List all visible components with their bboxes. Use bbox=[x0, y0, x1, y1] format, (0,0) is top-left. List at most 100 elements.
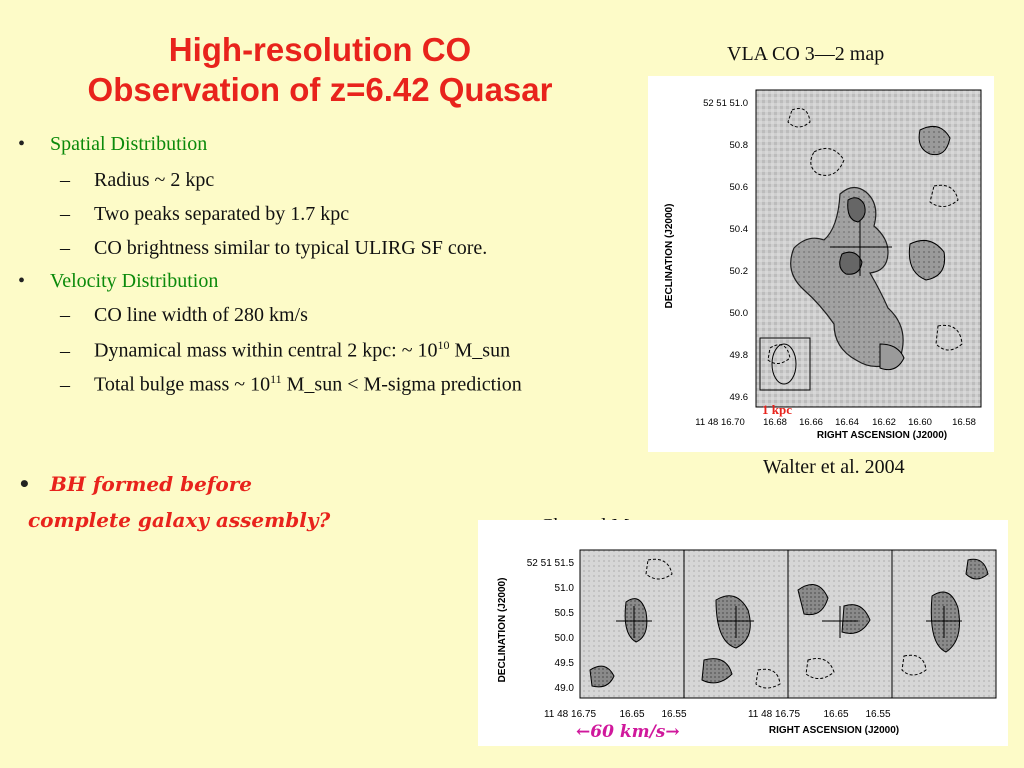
vla-co-map-figure: 52 51 51.0 50.8 50.6 50.4 50.2 50.0 49.8… bbox=[648, 76, 994, 452]
emission-contour bbox=[879, 343, 905, 371]
dash-symbol: – bbox=[60, 339, 70, 362]
x-tick: 16.65 bbox=[619, 709, 644, 720]
sub-bullet-dynamical-mass: – Dynamical mass within central 2 kpc: ~ … bbox=[60, 338, 510, 363]
y-tick: 50.5 bbox=[555, 608, 575, 619]
x-tick: 11 48 16.75 bbox=[748, 709, 801, 720]
emphasis-line-2: complete galaxy assembly? bbox=[28, 508, 331, 532]
x-tick: 16.55 bbox=[661, 709, 686, 720]
x-tick: 16.62 bbox=[872, 417, 896, 428]
mass-unit: M_sun bbox=[449, 339, 511, 362]
bullet-label: Velocity Distribution bbox=[50, 270, 219, 292]
dash-symbol: – bbox=[60, 304, 70, 326]
arrow-right-icon: → bbox=[665, 722, 680, 742]
y-tick: 49.8 bbox=[730, 350, 749, 361]
sub-bullet: – CO brightness similar to typical ULIRG … bbox=[60, 237, 487, 260]
title-line-2: Observation of z=6.42 Quasar bbox=[87, 71, 553, 108]
channel-panel-1 bbox=[579, 549, 685, 699]
mass-unit: M_sun < M-sigma prediction bbox=[281, 373, 522, 396]
bullet-velocity: • Velocity Distribution bbox=[18, 270, 218, 293]
scale-bar-label: 1 kpc bbox=[762, 402, 792, 417]
channel-maps-figure: 52 51 51.5 51.0 50.5 50.0 49.5 49.0 DECL… bbox=[478, 520, 1008, 746]
emission-contour bbox=[624, 598, 648, 643]
noise-contour bbox=[901, 654, 927, 676]
noise-contour bbox=[929, 184, 959, 207]
noise-contour bbox=[805, 658, 835, 679]
sub-bullet: – Radius ~ 2 kpc bbox=[60, 169, 214, 192]
dash-symbol: – bbox=[60, 237, 70, 259]
x-tick: 16.66 bbox=[799, 417, 823, 428]
emphasis-line-1: • BH formed before bbox=[18, 472, 252, 496]
x-tick: 11 48 16.75 bbox=[544, 709, 597, 720]
x-tick: 16.60 bbox=[908, 417, 932, 428]
vla-map-credit: Walter et al. 2004 bbox=[763, 456, 905, 478]
y-tick: 50.6 bbox=[730, 182, 749, 193]
dash-symbol: – bbox=[60, 373, 70, 396]
x-tick: 11 48 16.70 bbox=[695, 417, 744, 428]
bullet-symbol: • bbox=[18, 133, 26, 155]
sub-bullet: – Two peaks separated by 1.7 kpc bbox=[60, 203, 349, 226]
x-tick: 16.55 bbox=[865, 709, 890, 720]
emission-contour bbox=[908, 239, 946, 281]
x-tick: 16.58 bbox=[952, 417, 976, 428]
channel-panel-3 bbox=[787, 549, 893, 699]
noise-contour bbox=[810, 147, 845, 176]
bullet-label: Spatial Distribution bbox=[50, 133, 208, 155]
sub-bullet-text: CO line width of 280 km/s bbox=[94, 304, 308, 326]
y-tick: 50.4 bbox=[730, 224, 749, 235]
y-tick: 49.5 bbox=[555, 658, 575, 669]
emphasis-text: BH formed before bbox=[50, 472, 252, 496]
y-tick: 52 51 51.0 bbox=[703, 98, 748, 109]
vla-map-caption: VLA CO 3—2 map bbox=[727, 43, 885, 65]
y-tick: 49.0 bbox=[555, 683, 575, 694]
x-tick: 16.65 bbox=[823, 709, 848, 720]
x-axis-label: RIGHT ASCENSION (J2000) bbox=[769, 725, 899, 736]
title-line-1: High-resolution CO bbox=[168, 31, 472, 68]
channel-maps-svg: 52 51 51.5 51.0 50.5 50.0 49.5 49.0 DECL… bbox=[497, 549, 997, 736]
channel-panel-2 bbox=[683, 549, 789, 699]
slide-title: High-resolution CO Observation of z=6.42… bbox=[20, 30, 620, 110]
y-tick: 50.2 bbox=[730, 266, 749, 277]
emission-contour bbox=[589, 665, 615, 688]
emission-contour bbox=[841, 604, 871, 634]
emission-contour bbox=[797, 584, 829, 616]
beam-ellipse bbox=[771, 343, 797, 385]
emission-contour bbox=[930, 591, 960, 653]
bullet-symbol: • bbox=[18, 270, 26, 292]
y-tick: 50.8 bbox=[730, 140, 749, 151]
sub-bullet-text: CO brightness similar to typical ULIRG S… bbox=[94, 237, 488, 259]
channel-panel-4 bbox=[891, 549, 997, 699]
emission-contour bbox=[701, 658, 733, 684]
mass-exponent: 10 bbox=[437, 338, 450, 352]
bullet-spatial: • Spatial Distribution bbox=[18, 133, 207, 156]
emission-contour bbox=[715, 595, 751, 649]
noise-contour bbox=[645, 558, 673, 580]
velocity-label: 60 km/s bbox=[590, 722, 666, 742]
arrow-left-icon: ← bbox=[576, 722, 591, 742]
mass-text: Dynamical mass within central 2 kpc: ~ 1… bbox=[94, 339, 438, 362]
mass-text: Total bulge mass ~ 10 bbox=[94, 373, 271, 396]
bullet-symbol: • bbox=[18, 472, 31, 496]
dash-symbol: – bbox=[60, 203, 70, 225]
sub-bullet-text: Two peaks separated by 1.7 kpc bbox=[94, 203, 350, 225]
sub-bullet-text: Radius ~ 2 kpc bbox=[94, 169, 215, 191]
emission-contour bbox=[965, 558, 989, 580]
x-tick: 16.64 bbox=[835, 417, 859, 428]
x-axis-label: RIGHT ASCENSION (J2000) bbox=[817, 430, 947, 441]
emission-contour bbox=[847, 197, 866, 223]
beam-box bbox=[759, 337, 811, 391]
dash-symbol: – bbox=[60, 169, 70, 191]
y-tick: 50.0 bbox=[730, 308, 749, 319]
velocity-scale: ←60 km/s→ bbox=[576, 722, 680, 742]
sub-bullet-bulge-mass: – Total bulge mass ~ 1011 M_sun < M-sigma… bbox=[60, 372, 522, 397]
y-tick: 52 51 51.5 bbox=[527, 558, 575, 569]
mass-exponent: 11 bbox=[270, 372, 282, 386]
noise-contour bbox=[755, 668, 781, 689]
noise-contour bbox=[935, 324, 963, 351]
x-tick: 16.68 bbox=[763, 417, 787, 428]
vla-map-svg: 52 51 51.0 50.8 50.6 50.4 50.2 50.0 49.8… bbox=[664, 89, 982, 441]
y-tick: 51.0 bbox=[555, 583, 575, 594]
y-axis-label: DECLINATION (J2000) bbox=[497, 578, 508, 683]
emission-contour bbox=[839, 251, 863, 275]
y-tick: 50.0 bbox=[555, 633, 575, 644]
y-tick: 49.6 bbox=[730, 392, 749, 403]
